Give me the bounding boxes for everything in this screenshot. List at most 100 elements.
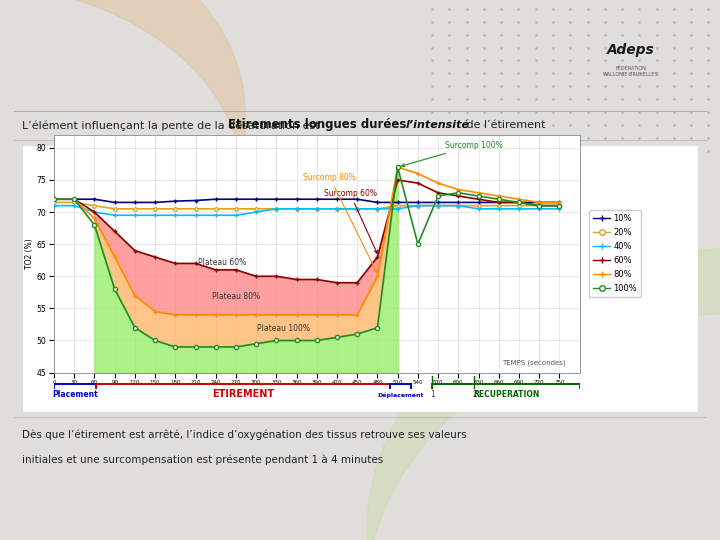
40% bbox=[292, 206, 301, 212]
10% bbox=[535, 199, 544, 206]
100% bbox=[272, 338, 281, 344]
100% bbox=[515, 199, 523, 206]
20% bbox=[192, 206, 200, 212]
Y-axis label: TO2 (%): TO2 (%) bbox=[24, 239, 34, 269]
40% bbox=[353, 206, 361, 212]
40% bbox=[515, 206, 523, 212]
100% bbox=[413, 241, 422, 247]
10% bbox=[555, 199, 564, 206]
60% bbox=[70, 196, 78, 202]
100% bbox=[252, 340, 261, 347]
60% bbox=[212, 267, 220, 273]
60% bbox=[150, 254, 159, 260]
Line: 40%: 40% bbox=[52, 203, 562, 218]
20% bbox=[312, 206, 321, 212]
40% bbox=[110, 212, 119, 219]
100% bbox=[495, 196, 503, 202]
100% bbox=[454, 190, 463, 196]
80% bbox=[495, 193, 503, 199]
Text: TEMPS (secondes): TEMPS (secondes) bbox=[503, 360, 566, 366]
80% bbox=[272, 312, 281, 318]
40% bbox=[393, 206, 402, 212]
40% bbox=[252, 209, 261, 215]
40% bbox=[312, 206, 321, 212]
Bar bbox=[23, 146, 697, 411]
Text: l’intensité: l’intensité bbox=[405, 120, 469, 130]
Line: 80%: 80% bbox=[52, 165, 562, 317]
10% bbox=[212, 196, 220, 202]
Text: Plateau 100%: Plateau 100% bbox=[256, 324, 310, 333]
10% bbox=[373, 199, 382, 206]
40% bbox=[50, 202, 58, 209]
60% bbox=[110, 228, 119, 234]
60% bbox=[252, 273, 261, 280]
40% bbox=[171, 212, 179, 219]
80% bbox=[373, 273, 382, 280]
80% bbox=[333, 312, 341, 318]
100% bbox=[433, 193, 442, 199]
20% bbox=[150, 206, 159, 212]
60% bbox=[535, 202, 544, 209]
Text: 1: 1 bbox=[430, 390, 435, 399]
20% bbox=[292, 206, 301, 212]
20% bbox=[555, 202, 564, 209]
80% bbox=[212, 312, 220, 318]
20% bbox=[252, 206, 261, 212]
20% bbox=[454, 202, 463, 209]
40% bbox=[454, 202, 463, 209]
10% bbox=[150, 199, 159, 206]
10% bbox=[474, 199, 483, 206]
Line: 60%: 60% bbox=[52, 178, 562, 285]
40% bbox=[413, 202, 422, 209]
100% bbox=[212, 343, 220, 350]
40% bbox=[130, 212, 139, 219]
20% bbox=[495, 202, 503, 209]
Text: initiales et une surcompensation est présente pendant 1 à 4 minutes: initiales et une surcompensation est pré… bbox=[22, 455, 383, 465]
40% bbox=[474, 206, 483, 212]
100% bbox=[373, 325, 382, 331]
40% bbox=[192, 212, 200, 219]
20% bbox=[90, 202, 99, 209]
80% bbox=[535, 199, 544, 206]
60% bbox=[130, 247, 139, 254]
80% bbox=[252, 312, 261, 318]
100% bbox=[474, 193, 483, 199]
40% bbox=[232, 212, 240, 219]
80% bbox=[192, 312, 200, 318]
80% bbox=[171, 312, 179, 318]
40% bbox=[555, 206, 564, 212]
20% bbox=[272, 206, 281, 212]
20% bbox=[474, 202, 483, 209]
60% bbox=[413, 180, 422, 186]
60% bbox=[393, 177, 402, 183]
100% bbox=[192, 343, 200, 350]
20% bbox=[535, 202, 544, 209]
10% bbox=[252, 196, 261, 202]
Text: Placement: Placement bbox=[52, 390, 98, 399]
80% bbox=[130, 292, 139, 299]
80% bbox=[232, 312, 240, 318]
80% bbox=[312, 312, 321, 318]
60% bbox=[192, 260, 200, 267]
100% bbox=[130, 325, 139, 331]
Text: Surcomp 60%: Surcomp 60% bbox=[323, 189, 377, 253]
20% bbox=[515, 202, 523, 209]
Text: Surcomp 100%: Surcomp 100% bbox=[402, 141, 503, 167]
20% bbox=[373, 206, 382, 212]
Legend: 10%, 20%, 40%, 60%, 80%, 100%: 10%, 20%, 40%, 60%, 80%, 100% bbox=[589, 210, 641, 298]
20% bbox=[413, 202, 422, 209]
60% bbox=[292, 276, 301, 283]
100% bbox=[555, 202, 564, 209]
80% bbox=[555, 199, 564, 206]
10% bbox=[393, 199, 402, 206]
20% bbox=[333, 206, 341, 212]
80% bbox=[433, 180, 442, 186]
100% bbox=[50, 196, 58, 202]
Line: 20%: 20% bbox=[53, 201, 561, 211]
20% bbox=[110, 206, 119, 212]
60% bbox=[555, 202, 564, 209]
60% bbox=[433, 190, 442, 196]
10% bbox=[272, 196, 281, 202]
20% bbox=[433, 202, 442, 209]
60% bbox=[312, 276, 321, 283]
